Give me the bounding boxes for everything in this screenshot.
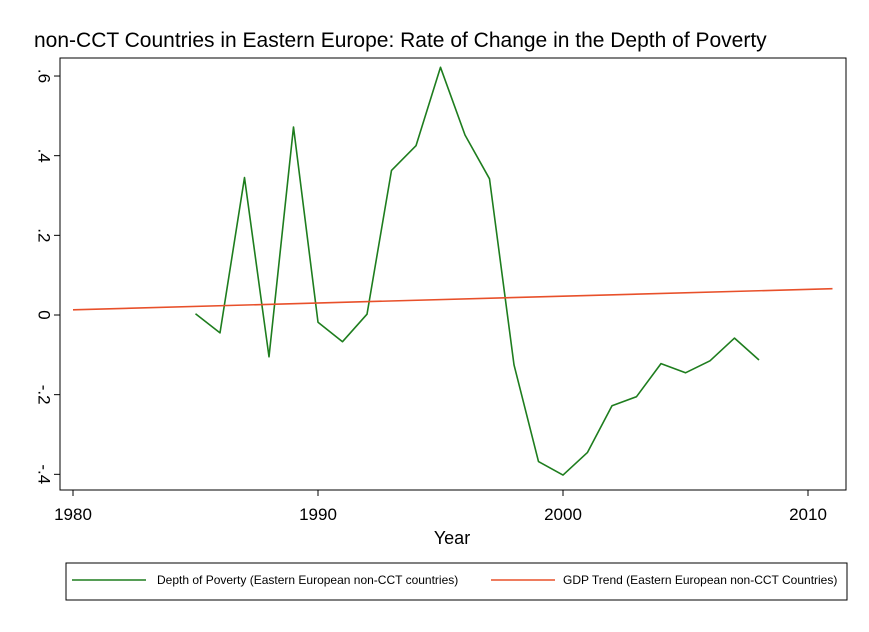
x-tick-label: 2010: [789, 505, 827, 524]
series-line-gdp-trend: [72, 287, 833, 311]
x-axis: 1980 1990 2000 2010: [54, 490, 827, 524]
series-layer: [72, 66, 833, 476]
x-tick-label: 1980: [54, 505, 92, 524]
y-tick-label: -.4: [35, 464, 54, 484]
plot-area: [59, 57, 847, 491]
series-line-depth-of-poverty: [195, 66, 760, 476]
legend: Depth of Poverty (Eastern European non-C…: [65, 562, 848, 601]
x-tick-label: 2000: [544, 505, 582, 524]
y-tick-label: .6: [35, 69, 54, 83]
y-axis: -.4 -.2 0 .2 .4 .6: [35, 69, 60, 484]
legend-label: Depth of Poverty (Eastern European non-C…: [157, 573, 458, 587]
chart-title: non-CCT Countries in Eastern Europe: Rat…: [34, 29, 767, 52]
legend-label: GDP Trend (Eastern European non-CCT Coun…: [563, 573, 837, 587]
y-tick-label: -.2: [35, 385, 54, 405]
x-tick-label: 1990: [299, 505, 337, 524]
y-tick-label: .2: [35, 228, 54, 242]
legend-box: [65, 562, 848, 601]
x-axis-title: Year: [434, 528, 470, 548]
y-tick-label: .4: [35, 149, 54, 163]
y-tick-label: 0: [35, 310, 54, 319]
